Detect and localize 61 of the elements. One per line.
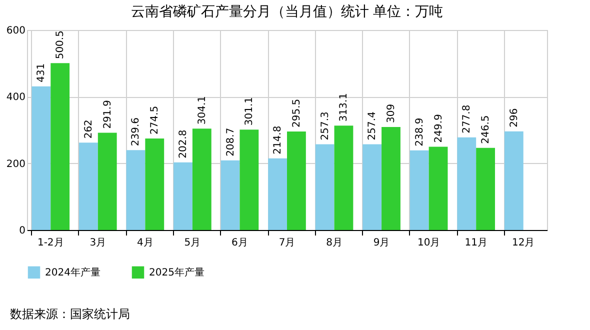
x-tick-label: 5月 bbox=[184, 238, 201, 248]
bar bbox=[174, 162, 192, 230]
x-tick-label: 11月 bbox=[464, 238, 488, 248]
x-tick-label: 9月 bbox=[373, 238, 390, 248]
x-tick-label: 4月 bbox=[136, 238, 154, 248]
data-label: 295.5 bbox=[291, 98, 302, 128]
data-label: 208.7 bbox=[225, 128, 236, 156]
bar bbox=[32, 86, 51, 230]
bar bbox=[240, 130, 259, 230]
bar bbox=[362, 144, 382, 230]
bar bbox=[504, 131, 524, 230]
x-tick-label: 7月 bbox=[278, 238, 296, 248]
bar bbox=[382, 127, 400, 230]
data-label: 277.8 bbox=[462, 104, 473, 134]
x-tick-label: 12月 bbox=[512, 238, 535, 248]
data-label: 274.5 bbox=[150, 106, 161, 134]
bar bbox=[79, 142, 98, 230]
data-label: 500.5 bbox=[55, 30, 66, 60]
data-label: 257.3 bbox=[320, 112, 331, 140]
y-tick-label: 0 bbox=[19, 226, 26, 236]
data-label: 246.5 bbox=[480, 115, 492, 144]
data-label: 309 bbox=[386, 104, 397, 123]
data-label: 249.9 bbox=[433, 114, 444, 143]
bar bbox=[315, 144, 334, 230]
data-label: 214.8 bbox=[272, 126, 284, 154]
x-tick-label: 6月 bbox=[232, 238, 248, 248]
bar bbox=[145, 138, 164, 230]
x-tick-label: 3月 bbox=[90, 238, 106, 248]
data-label: 257.4 bbox=[367, 112, 378, 140]
data-label: 301.1 bbox=[244, 96, 256, 126]
source-note: 数据来源：国家统计局 bbox=[10, 306, 130, 323]
x-tick-label: 8月 bbox=[326, 238, 342, 248]
bar bbox=[98, 132, 117, 230]
data-label: 202.8 bbox=[178, 130, 189, 158]
x-tick-label: 10月 bbox=[417, 238, 440, 248]
y-tick-label: 600 bbox=[6, 26, 26, 36]
bar bbox=[50, 63, 70, 230]
legend-label: 2025年产量 bbox=[149, 266, 204, 278]
bar bbox=[287, 132, 306, 230]
legend-label: 2024年产量 bbox=[45, 266, 100, 278]
bar bbox=[220, 160, 240, 230]
bar bbox=[476, 148, 495, 230]
data-label: 262 bbox=[83, 120, 94, 139]
bar bbox=[428, 146, 448, 230]
bar bbox=[126, 150, 146, 230]
bar bbox=[457, 137, 476, 230]
data-label: 313.1 bbox=[338, 92, 350, 122]
bar bbox=[192, 128, 212, 230]
data-label: 431 bbox=[36, 63, 48, 82]
data-label: 291.9 bbox=[102, 100, 114, 129]
data-label: 239.6 bbox=[130, 117, 142, 146]
bar bbox=[268, 158, 287, 230]
bar bbox=[334, 126, 354, 230]
bar bbox=[410, 150, 429, 230]
chart-title: 云南省磷矿石产量分月（当月值）统计 单位：万吨 bbox=[130, 4, 444, 20]
data-label: 296 bbox=[508, 108, 520, 128]
y-tick-label: 400 bbox=[6, 92, 26, 104]
y-tick-label: 200 bbox=[6, 158, 26, 170]
data-label: 238.9 bbox=[414, 118, 426, 146]
x-tick-label: 1-2月 bbox=[37, 238, 64, 248]
data-label: 304.1 bbox=[196, 96, 208, 125]
